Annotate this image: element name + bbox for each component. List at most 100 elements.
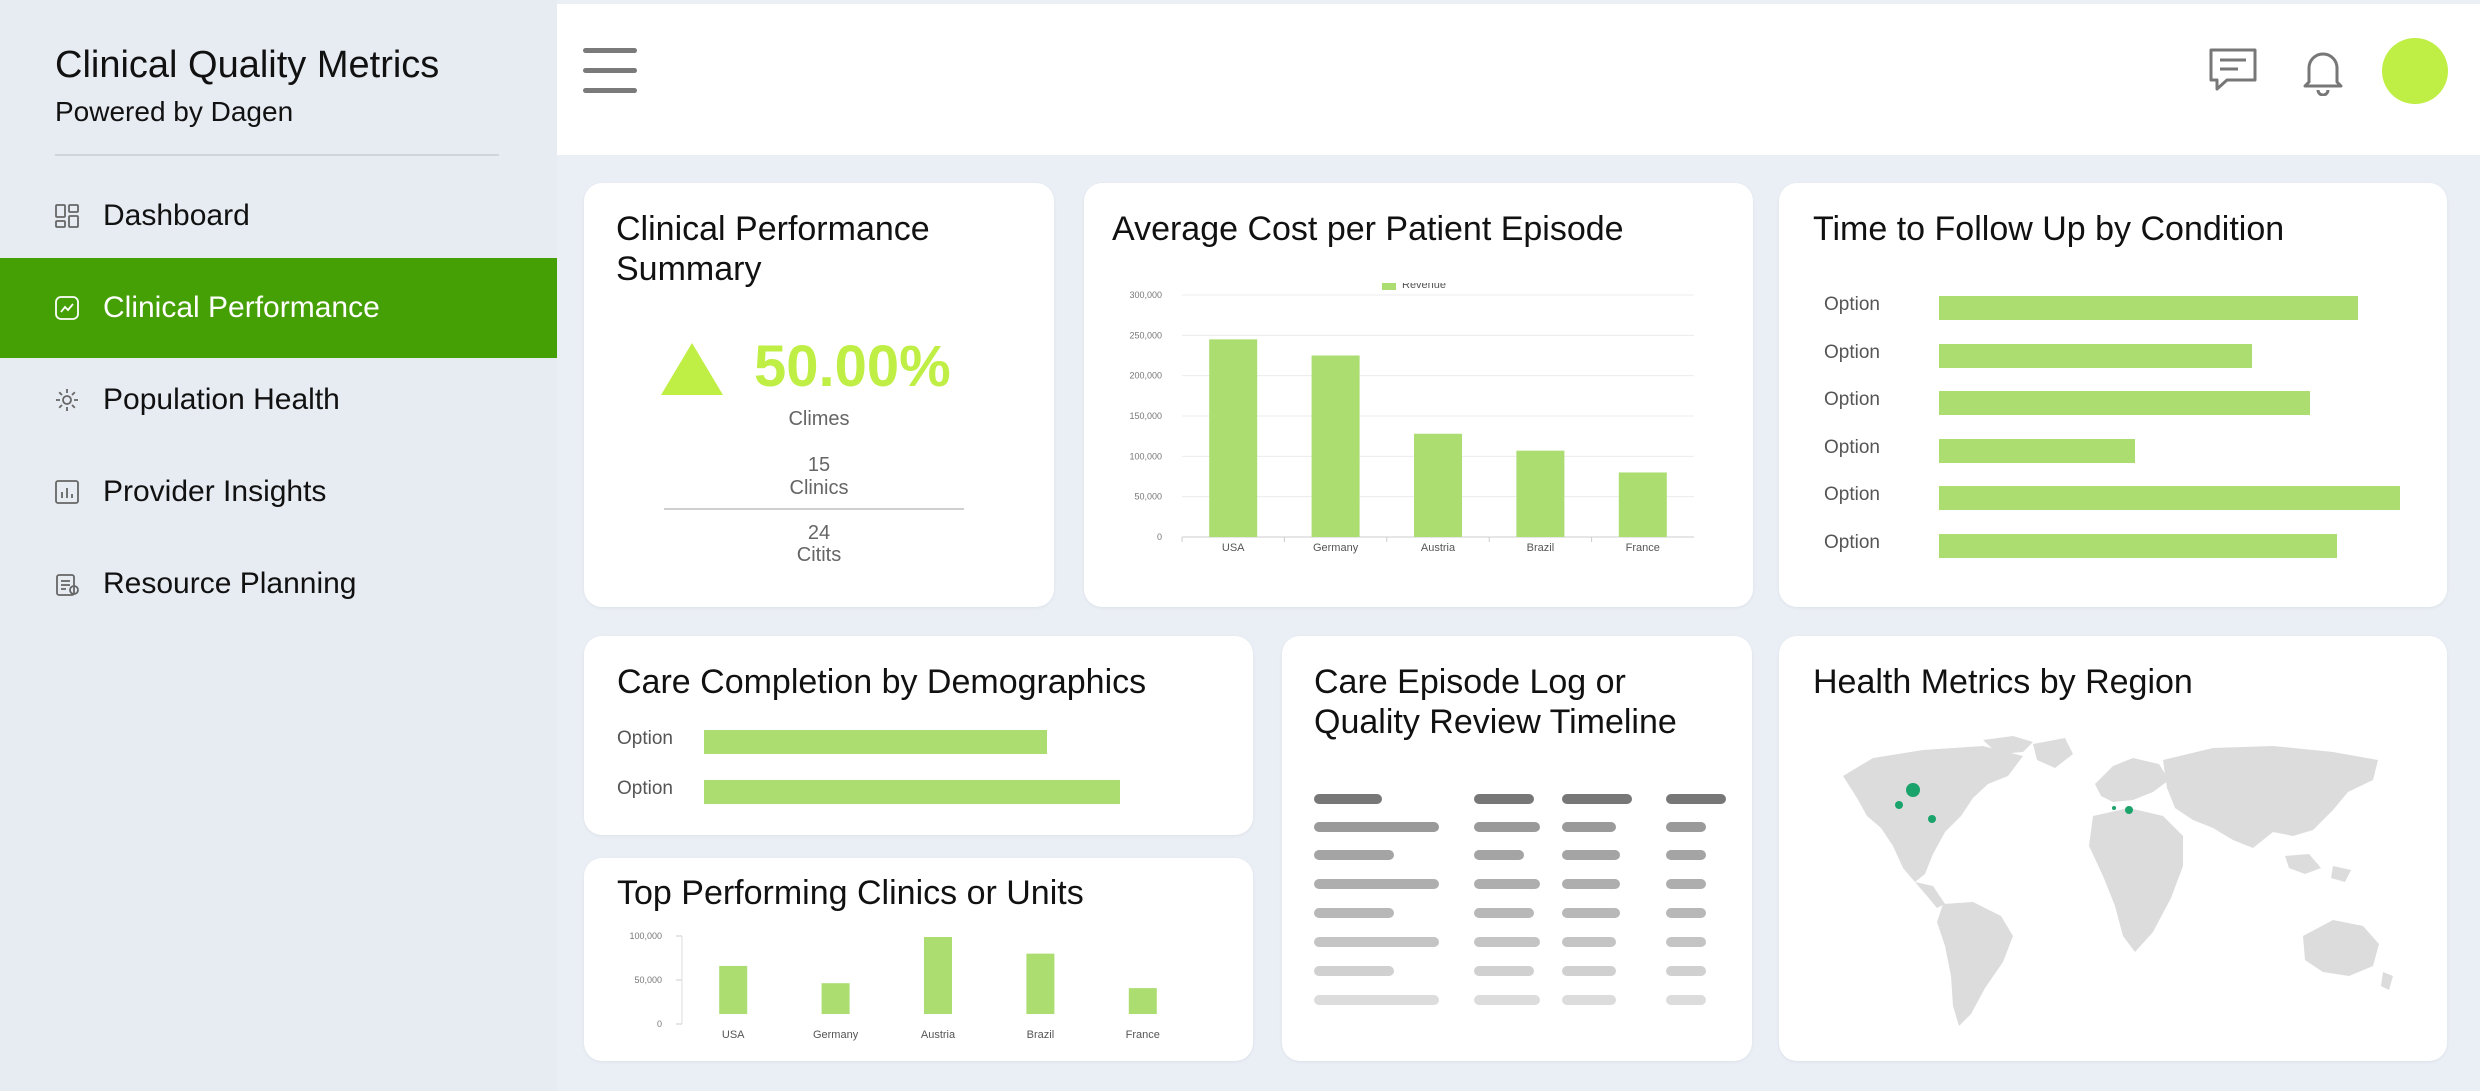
summary-card: Clinical Performance Summary 50.00% Clim… xyxy=(584,183,1054,607)
sidebar-item-resource-planning[interactable]: Resource Planning xyxy=(0,534,557,634)
stat-label: Citits xyxy=(796,544,842,566)
log-cell xyxy=(1314,822,1439,832)
log-cell xyxy=(1562,850,1620,860)
stat-value: 15 xyxy=(807,454,831,476)
x-tick-label: USA xyxy=(722,1029,745,1041)
sidebar-divider xyxy=(55,154,499,156)
sidebar-item-label: Population Health xyxy=(103,383,340,416)
trend-up-icon xyxy=(661,343,723,395)
log-cell xyxy=(1474,908,1534,918)
bar xyxy=(1939,534,2337,558)
log-header-cell xyxy=(1562,794,1632,804)
x-tick-label: Brazil xyxy=(1027,1029,1055,1041)
y-tick-label: 150,000 xyxy=(1129,411,1162,421)
menu-icon[interactable] xyxy=(583,48,637,94)
log-cell xyxy=(1474,822,1540,832)
log-cell xyxy=(1666,937,1706,947)
sidebar-item-label: Provider Insights xyxy=(103,475,327,508)
log-cell xyxy=(1474,966,1534,976)
sidebar-item-population-health[interactable]: Population Health xyxy=(0,350,557,450)
bar-label: Option xyxy=(617,728,673,749)
stat-value: 24 xyxy=(807,522,831,544)
log-card: Care Episode Log or Quality Review Timel… xyxy=(1282,636,1752,1061)
stat-label: Clinics xyxy=(789,477,849,499)
log-cell xyxy=(1474,850,1524,860)
cost-bar-chart: Revenue 0 50,000 100,000 150,000 200,000 250,0… xyxy=(1129,283,1694,554)
y-tick-label: 250,000 xyxy=(1129,330,1162,340)
gear-icon xyxy=(56,389,78,411)
x-tick-label: USA xyxy=(1222,542,1245,554)
chart-line-icon xyxy=(55,296,79,320)
followup-title: Time to Follow Up by Condition xyxy=(1813,210,2285,248)
map-markers xyxy=(1895,783,2133,823)
bar xyxy=(1939,438,2136,463)
bar-label: Option xyxy=(1824,436,1880,458)
log-cell xyxy=(1474,937,1540,947)
log-cell xyxy=(1562,937,1616,947)
top-clinics-bar-chart: 0 50,000 100,000 USA Germany Austria Brazil Fra… xyxy=(629,931,1160,1041)
bar xyxy=(1939,343,2252,368)
bar-label: Option xyxy=(1824,341,1880,363)
avatar[interactable] xyxy=(2382,38,2448,104)
bar-chart-icon xyxy=(55,480,79,504)
log-cell xyxy=(1666,908,1706,918)
log-cell xyxy=(1474,879,1540,889)
log-cell xyxy=(1666,995,1706,1005)
log-cell xyxy=(1562,908,1620,918)
bar xyxy=(1516,450,1565,537)
bar-label: Option xyxy=(1824,532,1880,553)
y-tick-label: 300,000 xyxy=(1129,290,1162,300)
x-tick-label: Germany xyxy=(813,1029,859,1041)
log-cell xyxy=(1666,879,1706,889)
bar-label: Option xyxy=(617,778,673,799)
x-tick-label: Germany xyxy=(1313,542,1359,554)
sidebar-item-clinical-performance[interactable]: Clinical Performance xyxy=(0,258,557,358)
y-tick-label: 50,000 xyxy=(1134,492,1162,502)
cost-card: Average Cost per Patient Episode Revenue… xyxy=(1084,183,1753,607)
y-tick-label: 100,000 xyxy=(629,931,662,941)
x-tick-label: Austria xyxy=(921,1029,956,1041)
message-icon[interactable] xyxy=(2207,44,2259,96)
y-tick-label: 200,000 xyxy=(1129,371,1162,381)
sidebar: Clinical Quality Metrics Powered by Dage… xyxy=(0,0,557,1091)
app-title: Clinical Quality Metrics xyxy=(55,44,440,86)
summary-title: Clinical Performance Summary xyxy=(616,210,930,288)
log-header-cell xyxy=(1474,794,1534,804)
log-cell xyxy=(1666,850,1706,860)
log-cell xyxy=(1666,966,1706,976)
demographics-card: Care Completion by Demographics Option Op… xyxy=(584,636,1253,835)
dashboard-icon xyxy=(55,204,79,228)
bar xyxy=(719,965,748,1014)
log-header-cell xyxy=(1314,794,1382,804)
sidebar-item-provider-insights[interactable]: Provider Insights xyxy=(0,442,557,542)
bar xyxy=(1939,486,2401,511)
sidebar-item-dashboard[interactable]: Dashboard xyxy=(0,166,557,266)
log-cell xyxy=(1314,908,1394,918)
x-tick-label: France xyxy=(1126,1029,1160,1041)
bar xyxy=(1939,296,2358,320)
x-tick-label: France xyxy=(1626,542,1660,554)
demographics-bar-chart: Option Option xyxy=(617,727,1237,827)
y-tick-label: 50,000 xyxy=(634,975,662,985)
cost-title: Average Cost per Patient Episode xyxy=(1112,210,1624,248)
followup-card: Time to Follow Up by Condition Option Opt… xyxy=(1779,183,2447,607)
x-tick-label: Brazil xyxy=(1527,542,1555,554)
bar xyxy=(1128,988,1157,1014)
world-map xyxy=(1843,736,2393,1026)
bar-row: Option xyxy=(1824,341,2469,368)
bar xyxy=(704,780,1120,804)
sidebar-item-label: Clinical Performance xyxy=(103,291,380,324)
legend-swatch xyxy=(1382,283,1396,290)
kpi-value: 50.00% xyxy=(754,334,951,399)
bar-row: Option xyxy=(617,727,1224,754)
legend-label: Revenue xyxy=(1402,283,1446,291)
log-cell xyxy=(1314,850,1394,860)
kpi-label: Climes xyxy=(788,408,850,430)
log-cell xyxy=(1666,822,1706,832)
y-tick-label: 0 xyxy=(1157,532,1162,542)
bell-icon[interactable] xyxy=(2297,44,2349,96)
top-clinics-card: Top Performing Clinics or Units 0 50,000 1… xyxy=(584,858,1253,1061)
log-table xyxy=(1314,794,1744,1054)
log-cell xyxy=(1474,995,1540,1005)
sidebar-item-label: Resource Planning xyxy=(103,567,357,600)
